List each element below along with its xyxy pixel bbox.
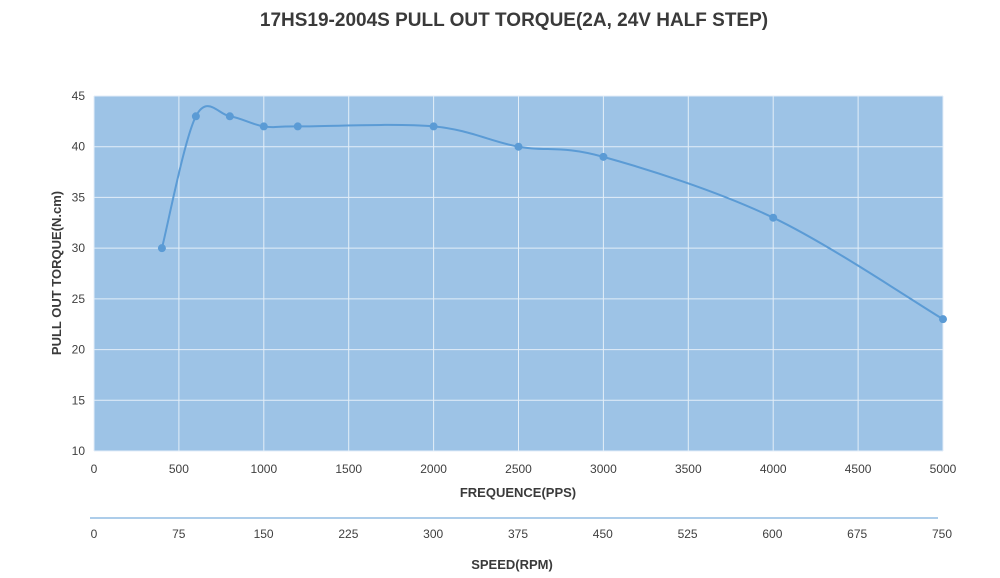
data-point: [157, 244, 166, 253]
speed-tick-label: 450: [593, 527, 613, 541]
y-tick-label: 15: [72, 393, 86, 407]
speed-tick-label: 525: [678, 527, 698, 541]
y-axis: 10 15 20 25 30 35 40 45: [72, 89, 86, 458]
speed-tick-label: 600: [762, 527, 782, 541]
data-point: [514, 142, 523, 151]
data-points: [157, 112, 947, 324]
y-tick-label: 45: [72, 89, 86, 103]
y-tick-label: 30: [72, 241, 86, 255]
speed-tick-label: 750: [932, 527, 952, 541]
y-tick-label: 35: [72, 190, 86, 204]
data-point: [191, 112, 200, 121]
x-tick-label: 3000: [590, 462, 617, 476]
data-point: [769, 213, 778, 222]
gridlines: [93, 95, 944, 452]
speed-axis-title: SPEED(RPM): [471, 557, 553, 572]
x-axis: 0 500 1000 1500 2000 2500 3000 3500 4000 4500 5000: [91, 462, 957, 476]
x-tick-label: 0: [91, 462, 98, 476]
x-tick-label: 1500: [335, 462, 362, 476]
x-tick-label: 3500: [675, 462, 702, 476]
chart-title: 17HS19-2004S PULL OUT TORQUE(2A, 24V HAL…: [260, 10, 768, 31]
data-point: [599, 152, 608, 161]
data-point: [293, 122, 302, 131]
speed-tick-label: 300: [423, 527, 443, 541]
x-tick-label: 2500: [505, 462, 532, 476]
x-tick-label: 2000: [420, 462, 447, 476]
y-tick-label: 20: [72, 343, 86, 357]
speed-tick-label: 225: [338, 527, 358, 541]
y-axis-title: PULL OUT TORQUE(N.cm): [49, 191, 64, 355]
x-tick-label: 4500: [845, 462, 872, 476]
data-point: [429, 122, 438, 131]
x-tick-label: 4000: [760, 462, 787, 476]
x-axis-title: FREQUENCE(PPS): [460, 485, 576, 500]
data-point: [939, 315, 947, 324]
y-tick-label: 40: [72, 140, 86, 154]
x-tick-label: 1000: [250, 462, 277, 476]
speed-tick-label: 0: [91, 527, 98, 541]
speed-axis: 0 75 150 225 300 375 450 525 600 675 750: [91, 527, 953, 541]
speed-tick-label: 75: [172, 527, 186, 541]
data-point: [259, 122, 268, 131]
speed-tick-label: 675: [847, 527, 867, 541]
y-tick-label: 10: [72, 444, 86, 458]
speed-tick-label: 375: [508, 527, 528, 541]
speed-tick-label: 150: [254, 527, 274, 541]
data-point: [225, 112, 234, 121]
x-tick-label: 500: [169, 462, 189, 476]
y-tick-label: 25: [72, 292, 86, 306]
x-tick-label: 5000: [930, 462, 957, 476]
